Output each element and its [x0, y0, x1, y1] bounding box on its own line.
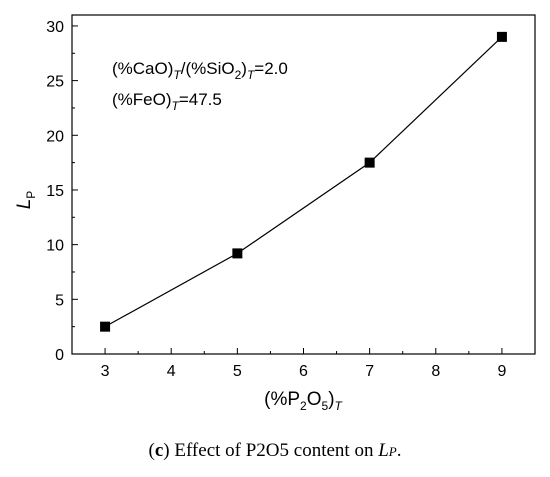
figure-caption: (c) Effect of P2O5 content on LP. [148, 440, 402, 461]
x-tick-label: 6 [299, 363, 308, 380]
y-tick-label: 10 [46, 238, 64, 255]
data-point-marker [496, 31, 507, 42]
series-line [104, 36, 503, 328]
data-point-marker [232, 248, 243, 259]
y-tick-label: 15 [46, 183, 64, 200]
tick-marks [72, 25, 503, 355]
annotation-ratio: (%CaO)T/(%SiO2)T=2.0 [112, 59, 288, 82]
x-axis-label: (%P2O5)T [264, 389, 343, 413]
x-tick-label: 5 [233, 363, 242, 380]
y-tick-label: 30 [46, 19, 64, 36]
annotation-feo: (%FeO)T=47.5 [112, 90, 222, 113]
tick-labels: 3 4 5 6 7 8 9 0 5 10 15 20 25 30 [46, 19, 506, 380]
data-point-marker [100, 321, 111, 332]
y-tick-label: 5 [55, 292, 64, 309]
x-tick-label: 7 [365, 363, 374, 380]
caption-variable: L [378, 440, 389, 461]
y-tick-label: 25 [46, 74, 64, 91]
x-tick-label: 9 [497, 363, 506, 380]
x-tick-label: 4 [167, 363, 176, 380]
y-tick-label: 20 [46, 128, 64, 145]
x-tick-label: 8 [431, 363, 440, 380]
x-tick-label: 3 [101, 363, 110, 380]
y-axis-label: LP [14, 191, 38, 210]
data-point-marker [364, 157, 375, 168]
caption-letter: c [154, 440, 164, 461]
data-series [100, 31, 507, 332]
y-tick-label: 0 [55, 347, 64, 364]
